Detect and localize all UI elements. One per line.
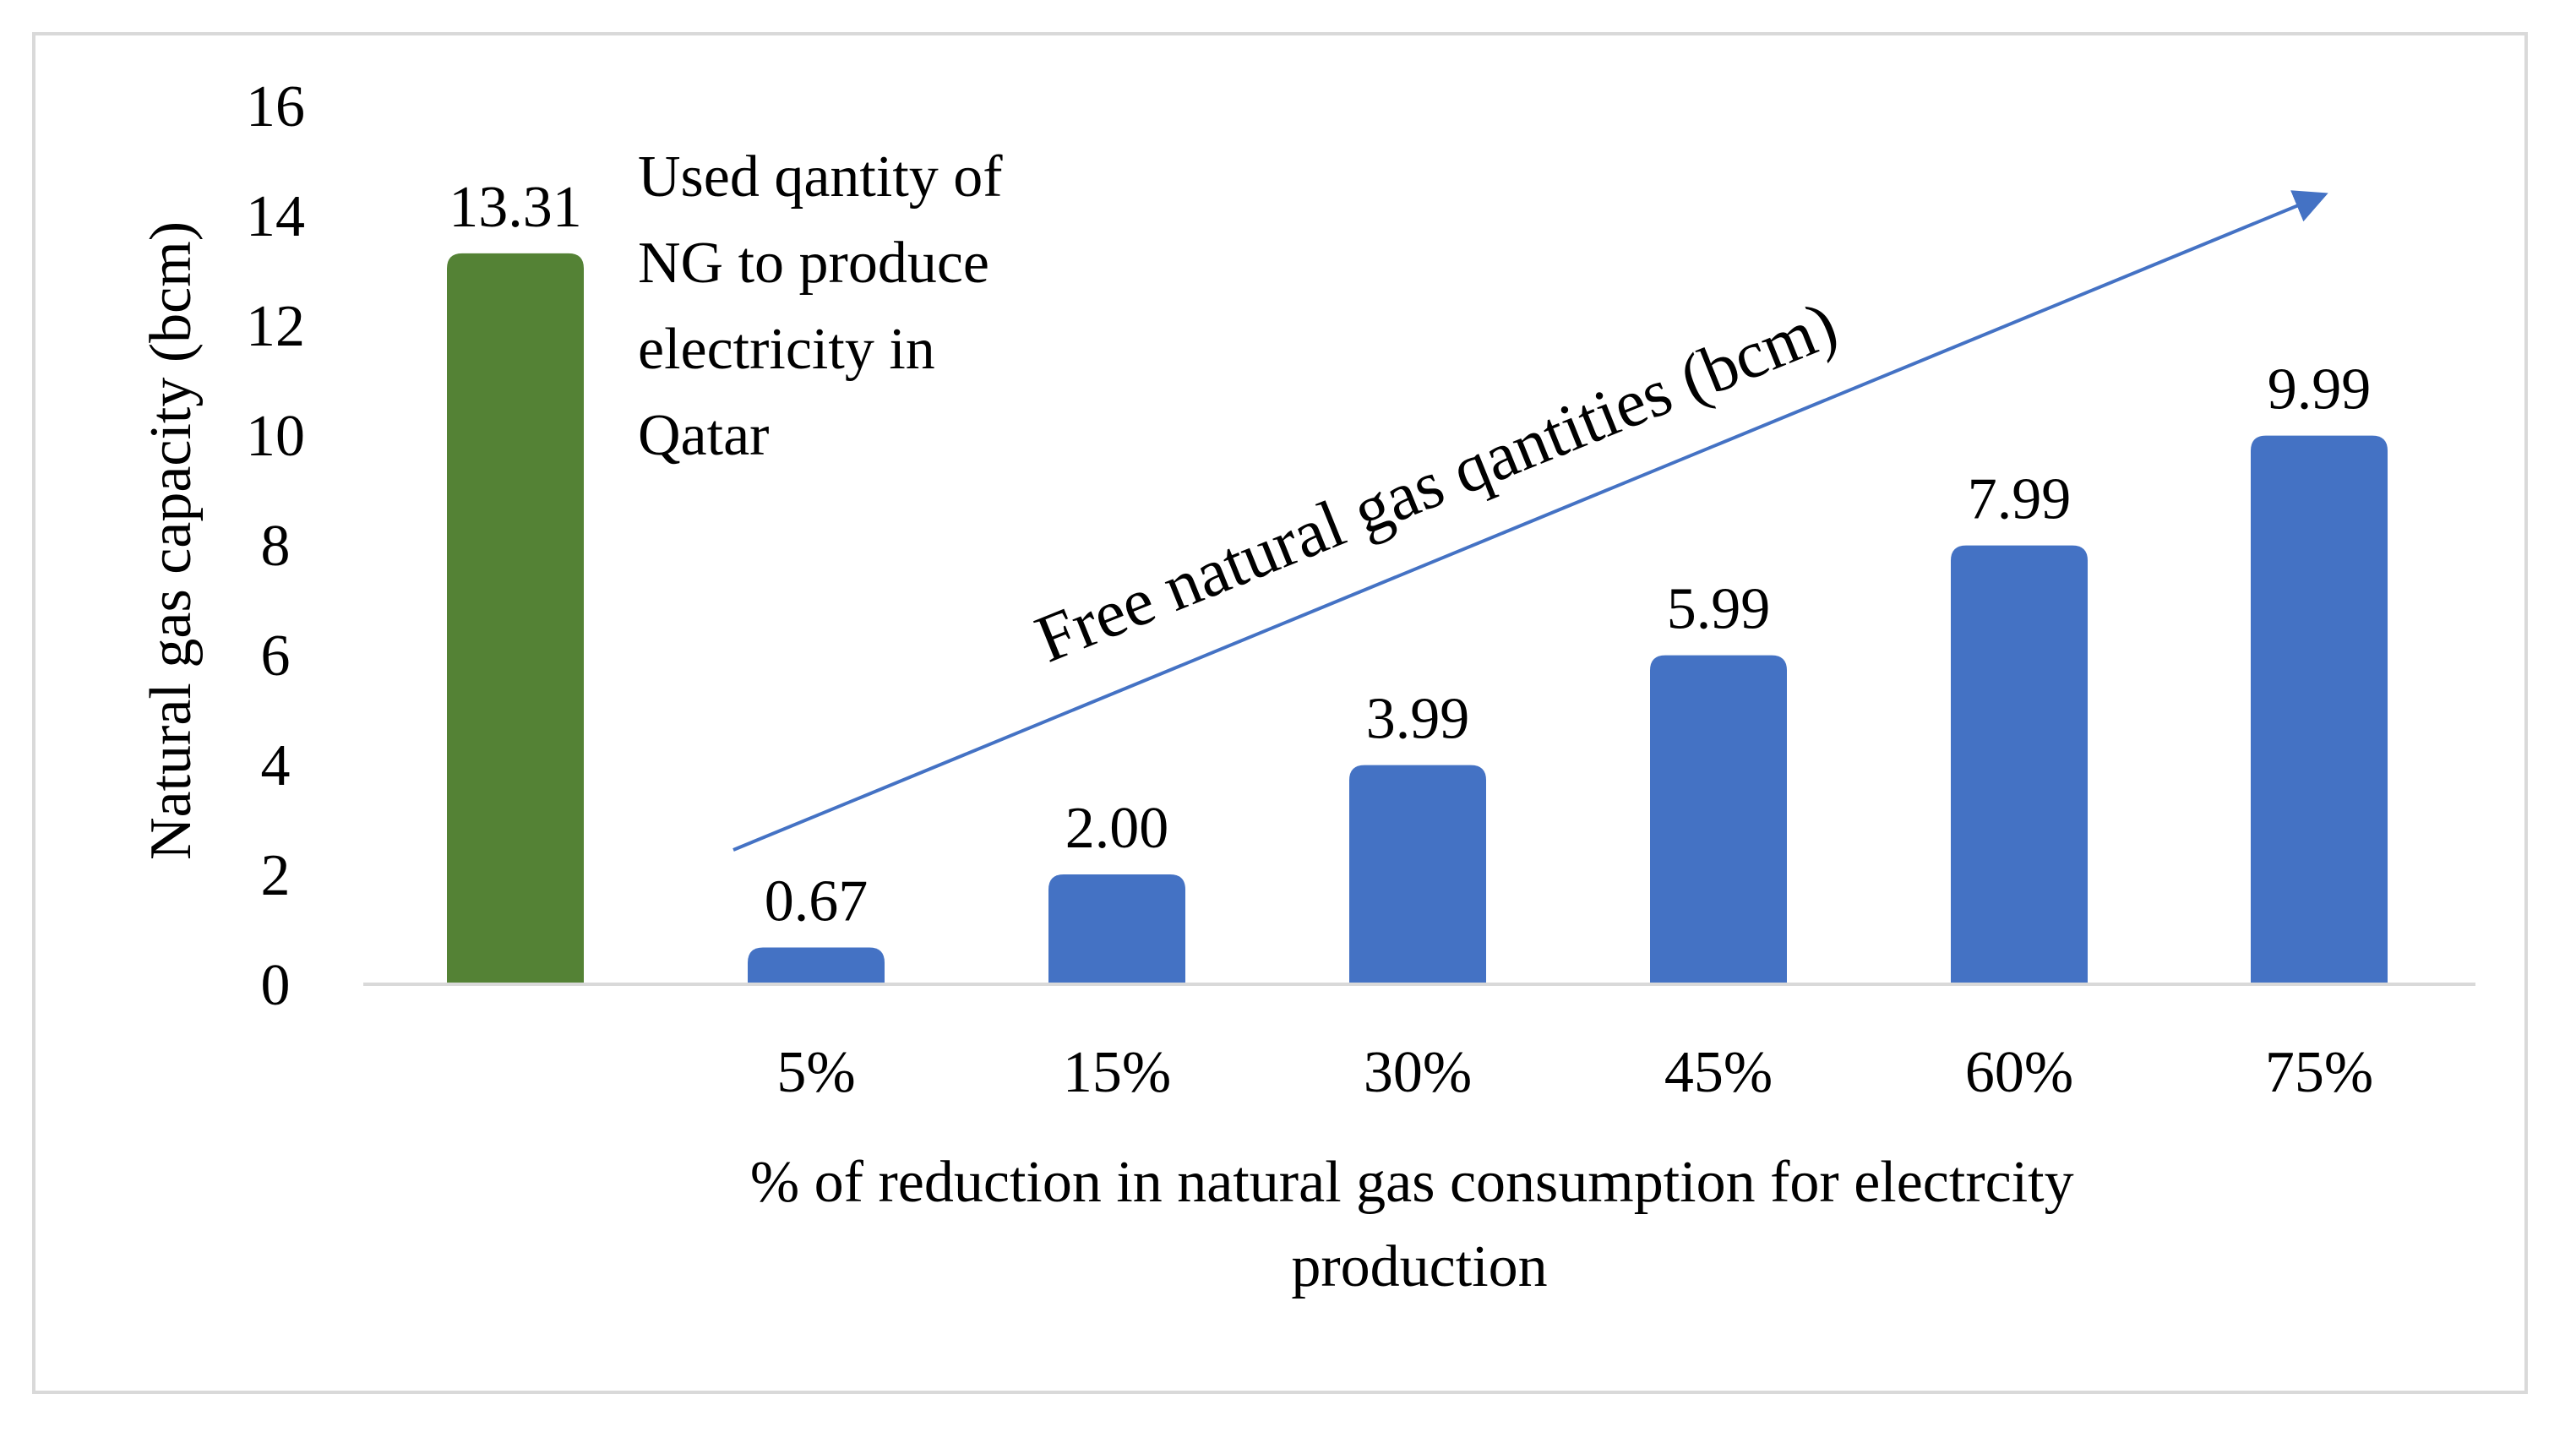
y-tick-label: 10: [246, 404, 305, 469]
y-axis-label: Natural gas capacity (bcm): [139, 221, 204, 860]
y-axis-ticks: 0 2 4 6 8 10 12 14 16: [246, 74, 305, 1018]
y-tick-label: 0: [261, 953, 291, 1018]
y-tick-label: 14: [246, 184, 305, 249]
used-quantity-line-3: electricity in: [638, 317, 935, 382]
x-tick-label: 5%: [776, 1040, 855, 1105]
x-tick-label: 45%: [1664, 1040, 1773, 1105]
y-tick-label: 16: [246, 74, 305, 139]
data-label: 9.99: [2268, 357, 2372, 422]
y-tick-label: 12: [246, 294, 305, 359]
bars: [447, 253, 2388, 985]
bar-60pct: [1951, 545, 2088, 984]
y-tick-label: 6: [261, 623, 291, 689]
used-quantity-annotation: Used qantity of NG to produce electricit…: [638, 144, 1017, 468]
data-label: 0.67: [765, 868, 869, 934]
y-tick-label: 8: [261, 514, 291, 579]
used-quantity-line-1: Used qantity of: [638, 144, 1003, 210]
bar-used-quantity: [447, 253, 584, 985]
bar-15pct: [1048, 874, 1185, 984]
x-axis-label-line-2: production: [1291, 1234, 1547, 1299]
value-labels: 13.31 0.67 2.00 3.99 5.99 7.99 9.99: [449, 175, 2371, 934]
y-tick-label: 2: [261, 843, 291, 908]
data-label: 5.99: [1667, 577, 1771, 642]
x-tick-label: 60%: [1965, 1040, 2073, 1105]
trend-arrow: [732, 190, 2328, 852]
x-axis-ticks: 5% 15% 30% 45% 60% 75%: [776, 1040, 2373, 1105]
x-tick-label: 15%: [1063, 1040, 1171, 1105]
data-label: 3.99: [1366, 687, 1470, 752]
x-tick-label: 30%: [1364, 1040, 1472, 1105]
bar-30pct: [1349, 765, 1486, 984]
used-quantity-line-2: NG to produce: [638, 231, 989, 296]
bar-45pct: [1650, 655, 1787, 984]
bar-75pct: [2251, 435, 2388, 984]
x-tick-label: 75%: [2265, 1040, 2373, 1105]
bar-5pct: [748, 947, 885, 984]
data-label: 7.99: [1968, 467, 2072, 532]
data-label: 2.00: [1065, 796, 1169, 861]
x-axis-label: % of reduction in natural gas consumptio…: [750, 1150, 2089, 1299]
data-label: 13.31: [449, 175, 582, 240]
used-quantity-line-4: Qatar: [638, 403, 769, 468]
y-tick-label: 4: [261, 733, 291, 798]
x-axis-label-line-1: % of reduction in natural gas consumptio…: [750, 1150, 2074, 1215]
